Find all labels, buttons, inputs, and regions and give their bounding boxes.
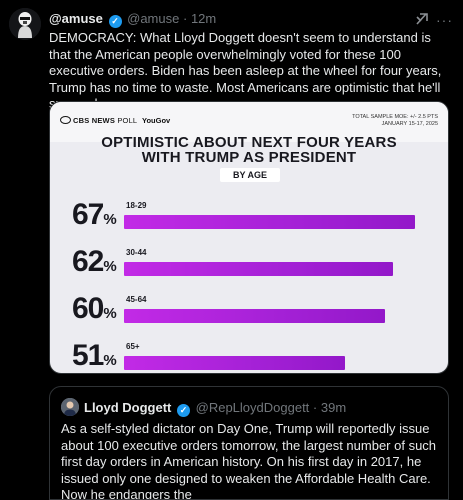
chart-header <box>50 102 448 142</box>
bar-track <box>124 215 428 229</box>
chart-title: OPTIMISTIC ABOUT NEXT FOUR YEARS WITH TR… <box>50 135 448 165</box>
chart-row: 51% 65+ <box>50 339 448 373</box>
data-label-value: 62 <box>72 245 104 278</box>
chart-row: 60% 45-64 <box>50 292 448 342</box>
tweet-media-chart[interactable]: CBS NEWS POLL YouGov TOTAL SAMPLE MOE: +… <box>49 101 449 374</box>
handle[interactable]: @amuse <box>127 11 180 26</box>
data-label: 62% <box>72 245 117 279</box>
sample-info: TOTAL SAMPLE MOE: +/- 2.5 PTS JANUARY 15… <box>352 114 438 128</box>
category-label: 45-64 <box>126 295 147 304</box>
tweet-header: @amuse ✓ @amuse · 12m <box>49 11 216 28</box>
more-icon[interactable]: ··· <box>436 12 453 28</box>
separator: · <box>182 11 188 26</box>
verified-badge-icon: ✓ <box>108 15 122 28</box>
data-label: 60% <box>72 292 117 326</box>
data-label-value: 51 <box>72 339 104 372</box>
quote-display-name[interactable]: Lloyd Doggett <box>84 400 172 415</box>
bar-track <box>124 262 428 276</box>
quote-handle[interactable]: @RepLloydDoggett <box>195 400 310 415</box>
chart-row: 67% 18-29 <box>50 198 448 248</box>
data-label: 51% <box>72 339 117 373</box>
data-label-unit: % <box>103 352 117 369</box>
data-label-unit: % <box>103 211 117 228</box>
quoted-tweet[interactable]: Lloyd Doggett ✓ @RepLloydDoggett · 39m A… <box>49 386 449 500</box>
chart-title-line1: OPTIMISTIC ABOUT NEXT FOUR YEARS <box>101 134 397 151</box>
cbs-eye-icon <box>60 116 71 124</box>
bar <box>124 262 393 276</box>
yougov-logo: YouGov <box>142 116 171 125</box>
chart-subtitle: BY AGE <box>220 168 280 182</box>
category-label: 65+ <box>126 342 140 351</box>
data-label-unit: % <box>103 258 117 275</box>
bar-track <box>124 356 428 370</box>
category-label: 30-44 <box>126 248 147 257</box>
data-label: 67% <box>72 198 117 232</box>
timestamp[interactable]: 12m <box>190 11 217 26</box>
grok-icon[interactable] <box>414 11 430 27</box>
verified-badge-icon: ✓ <box>177 404 191 417</box>
poll-text: POLL <box>117 116 138 125</box>
chart-row: 62% 30-44 <box>50 245 448 295</box>
avatar[interactable] <box>9 8 41 40</box>
display-name[interactable]: @amuse <box>49 11 103 26</box>
quote-header: Lloyd Doggett ✓ @RepLloydDoggett · 39m <box>84 400 346 417</box>
data-label-value: 60 <box>72 292 104 325</box>
sample-dates: JANUARY 15-17, 2025 <box>381 121 438 127</box>
quote-text: As a self-styled dictator on Day One, Tr… <box>61 421 437 500</box>
data-label-unit: % <box>103 305 117 322</box>
data-label-value: 67 <box>72 198 104 231</box>
bar-track <box>124 309 428 323</box>
quote-avatar[interactable] <box>61 398 79 416</box>
cbs-news-logo: CBS NEWS POLL <box>60 116 137 125</box>
bar <box>124 309 385 323</box>
bar <box>124 356 345 370</box>
chart-title-line2: WITH TRUMP AS PRESIDENT <box>141 149 357 166</box>
cbs-logo-text: CBS NEWS <box>73 116 116 125</box>
sample-moe: TOTAL SAMPLE MOE: +/- 2.5 PTS <box>352 114 438 120</box>
bar <box>124 215 415 229</box>
quote-timestamp[interactable]: 39m <box>320 400 347 415</box>
category-label: 18-29 <box>126 201 147 210</box>
quote-separator: · <box>312 400 318 415</box>
